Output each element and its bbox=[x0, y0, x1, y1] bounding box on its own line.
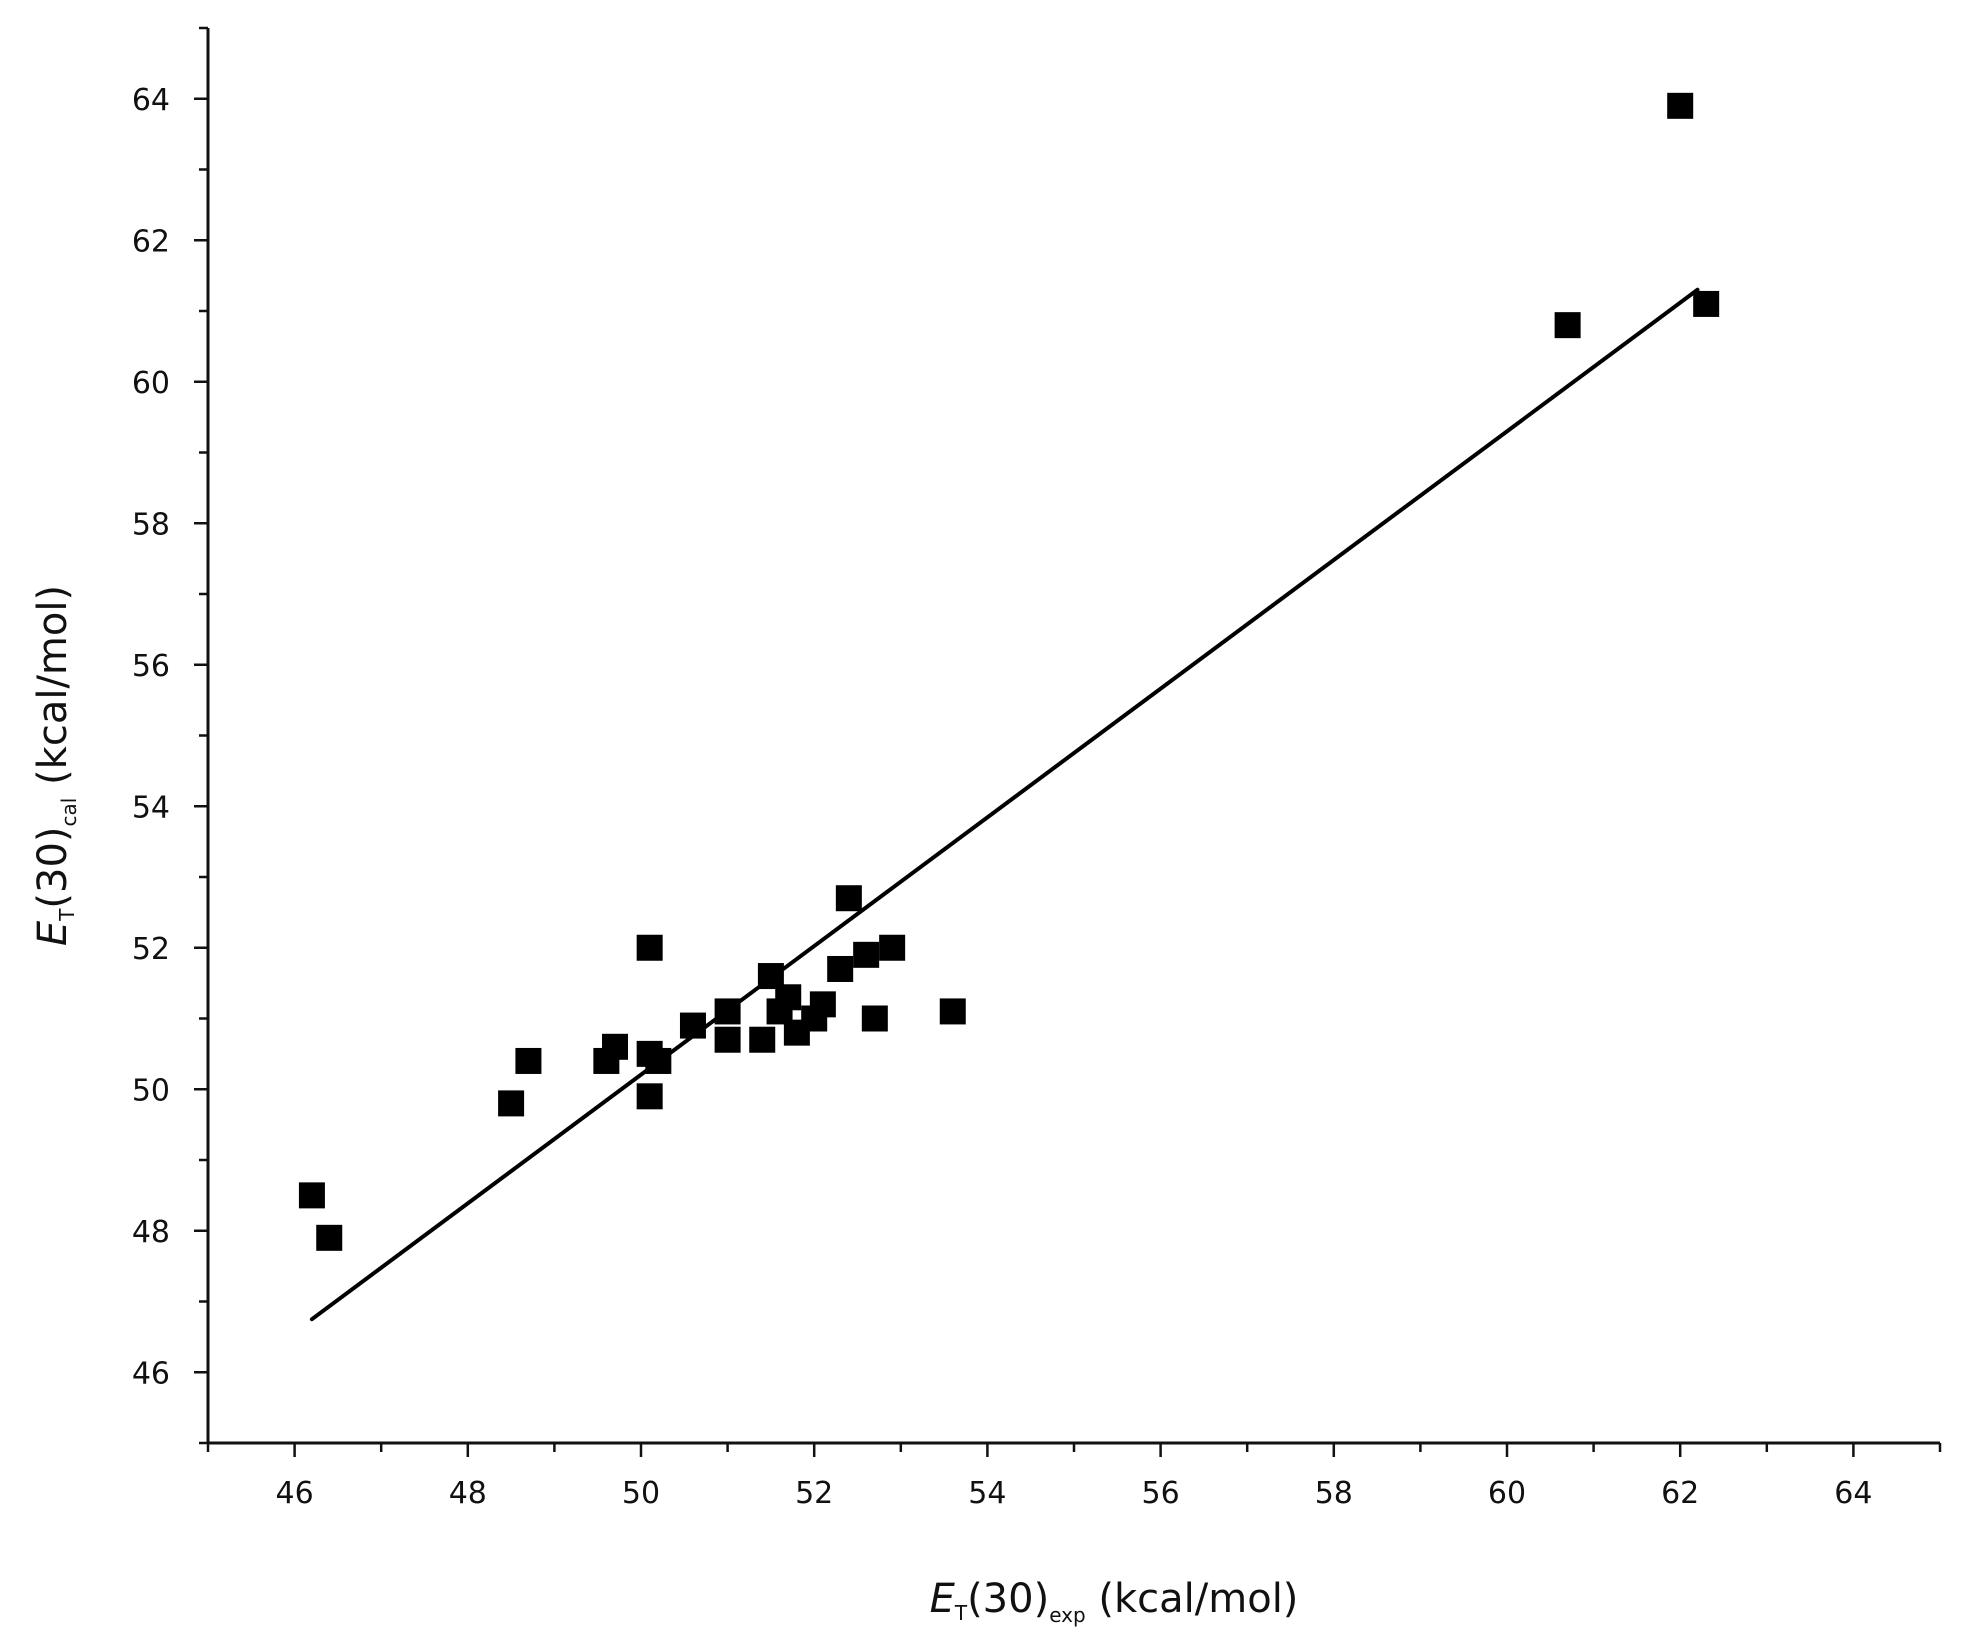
x-tick-label: 46 bbox=[276, 1476, 314, 1511]
data-point bbox=[775, 984, 802, 1011]
data-point bbox=[879, 934, 906, 961]
y-label-symbol: E bbox=[30, 920, 76, 946]
data-point bbox=[636, 1083, 663, 1110]
x-tick-label: 48 bbox=[449, 1476, 487, 1511]
data-point bbox=[679, 1012, 706, 1039]
x-tick-label: 56 bbox=[1142, 1476, 1180, 1511]
data-point bbox=[645, 1047, 672, 1074]
x-label-mid: (30) bbox=[967, 1576, 1049, 1622]
y-tick-label: 48 bbox=[132, 1215, 170, 1250]
y-tick-label: 62 bbox=[132, 224, 170, 259]
x-tick-label: 58 bbox=[1315, 1476, 1353, 1511]
x-tick-label: 54 bbox=[968, 1476, 1006, 1511]
data-point bbox=[602, 1033, 629, 1060]
y-label-unit: (kcal/mol) bbox=[30, 585, 76, 798]
data-point bbox=[515, 1047, 542, 1074]
x-axis-label: ET(30)exp (kcal/mol) bbox=[930, 1576, 1299, 1627]
data-points bbox=[298, 92, 1720, 1251]
data-point bbox=[861, 1005, 888, 1032]
data-point bbox=[714, 1026, 741, 1053]
y-tick-label: 56 bbox=[132, 649, 170, 684]
data-point bbox=[939, 998, 966, 1025]
x-tick-label: 52 bbox=[795, 1476, 833, 1511]
x-tick-label: 62 bbox=[1661, 1476, 1699, 1511]
data-point bbox=[498, 1090, 525, 1117]
y-axis-ticks: 46 48 50 52 54 56 58 60 62 64 bbox=[132, 26, 208, 1445]
x-axis-ticks: 46 48 50 52 54 56 58 60 62 64 bbox=[206, 1443, 1942, 1511]
y-label-symbol-sub: T bbox=[55, 908, 79, 922]
data-point bbox=[298, 1182, 325, 1209]
data-point bbox=[749, 1026, 776, 1053]
data-point bbox=[1693, 290, 1720, 317]
data-point bbox=[1554, 312, 1581, 339]
y-tick-label: 54 bbox=[132, 790, 170, 825]
data-point bbox=[316, 1224, 343, 1251]
x-tick-label: 64 bbox=[1834, 1476, 1872, 1511]
data-point bbox=[827, 955, 854, 982]
y-tick-label: 60 bbox=[132, 366, 170, 401]
data-point bbox=[809, 991, 836, 1018]
data-point bbox=[636, 934, 663, 961]
regression-line bbox=[309, 287, 1700, 1322]
y-label-sub: cal bbox=[57, 798, 81, 827]
x-label-symbol-sub: T bbox=[954, 1601, 968, 1625]
y-tick-label: 58 bbox=[132, 507, 170, 542]
y-tick-label: 64 bbox=[132, 83, 170, 118]
y-tick-label: 52 bbox=[132, 932, 170, 967]
y-tick-label: 46 bbox=[132, 1356, 170, 1391]
y-tick-label: 50 bbox=[132, 1073, 170, 1108]
x-label-symbol: E bbox=[930, 1576, 956, 1622]
data-point bbox=[1667, 92, 1694, 119]
data-point bbox=[853, 941, 880, 968]
x-tick-label: 50 bbox=[622, 1476, 660, 1511]
y-axis-label: ET(30)cal (kcal/mol) bbox=[30, 585, 81, 946]
x-label-sub: exp bbox=[1049, 1603, 1085, 1627]
y-label-mid: (30) bbox=[30, 826, 76, 908]
data-point bbox=[714, 998, 741, 1025]
x-tick-label: 60 bbox=[1488, 1476, 1526, 1511]
data-point bbox=[835, 885, 862, 912]
x-label-unit: (kcal/mol) bbox=[1086, 1576, 1299, 1622]
